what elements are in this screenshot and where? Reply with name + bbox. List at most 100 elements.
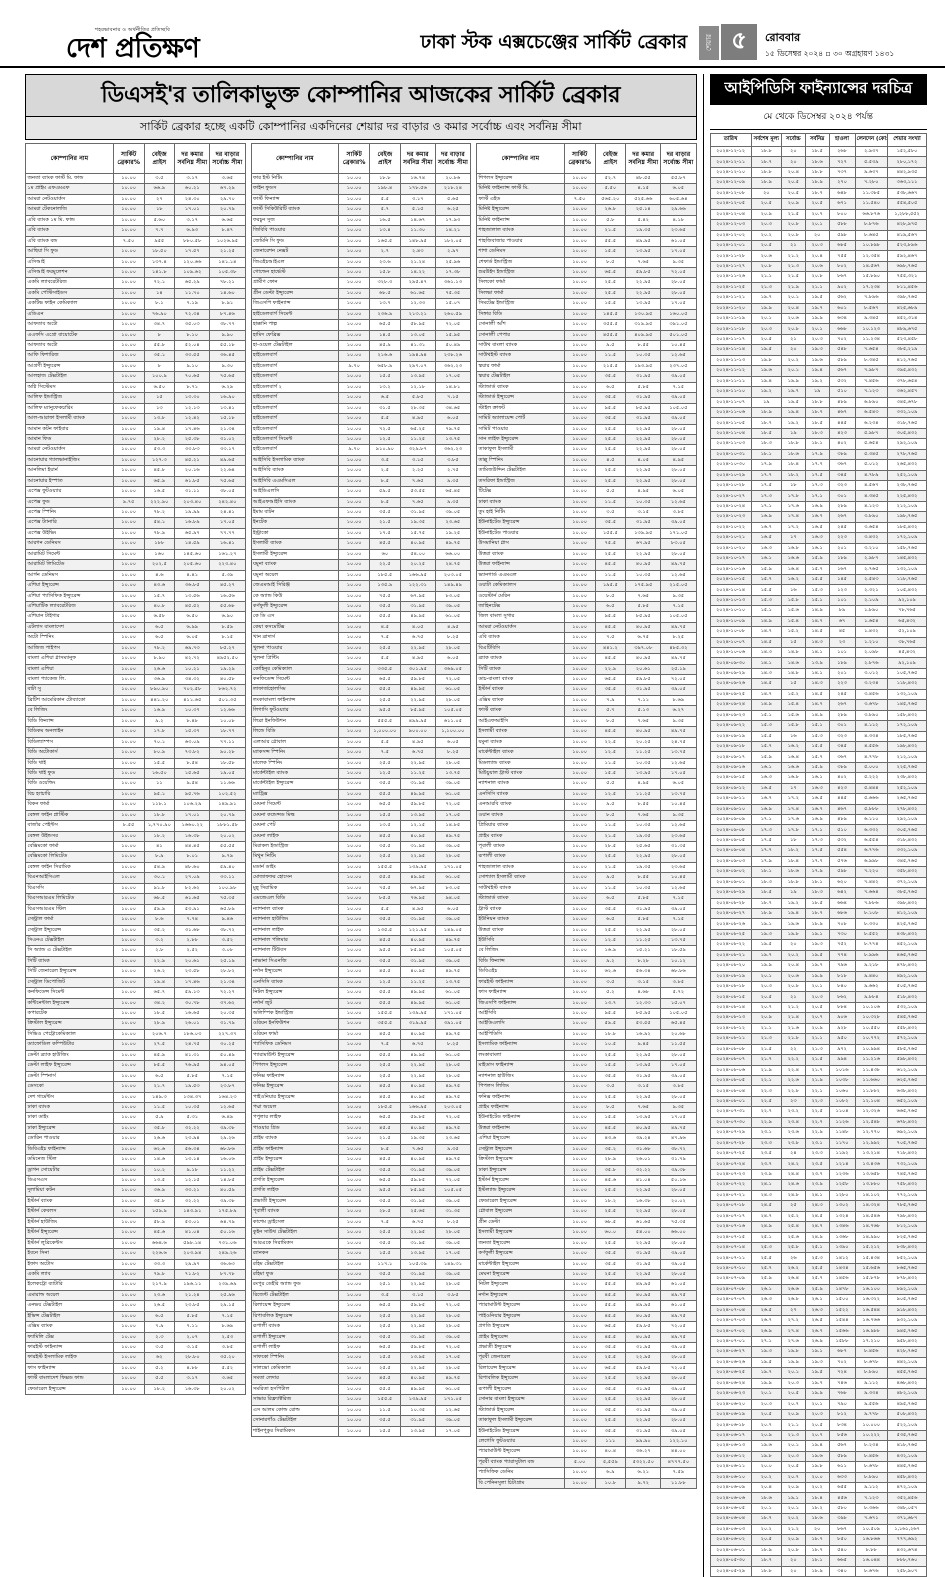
cell-value: ২১ (780, 991, 806, 1003)
cell-value: ৫,৫৫৯ (594, 1456, 627, 1469)
cell-name: প্রাইম ব্যাংক (476, 830, 565, 843)
cell-value: ১৭.১ (750, 813, 782, 826)
cell-name: পূরবী ব্যাংক প্যারাসুটাল বন্ড (476, 1456, 565, 1469)
cell-value: ১০.০০ (563, 413, 596, 425)
table-row: জেমিনি সি ফুড ১০.০০ ১৬৫.৫ ১৪৮.৯৫ ১৮২.০৫ (250, 235, 472, 248)
cell-name: সিমটেক্স ইন্ডাস্ট্রিজ (476, 298, 565, 310)
page-number-badge: ৫ (721, 24, 757, 60)
table-row: ২০২৪-০৫-২৯ ১৮.৮ ২০ ১৮.৯ ৩৪০ ৮.৬৭৬ ২৫৮,৯০৭ (709, 1565, 928, 1577)
cell-value: ১৫.৯ (804, 761, 830, 774)
cell-value: ৫.৫ (594, 778, 627, 790)
cell-value: ১৫.৫ (594, 246, 627, 258)
cell-value: ১১.৫ (594, 882, 627, 895)
table-row: আছিয়া সি ফুড ১০.০০ ১৮.৫০ ১৭.৫৭ ২১.২৫ (25, 246, 246, 258)
cell-value: ৪৫.৬ (594, 1174, 627, 1187)
table-row: ২০২৪-১২-০১ ২০.৫ ২১ ২০.৩ ৬৮৫ ১০.৮৯৮ ৫২৩,৮৯৬ (709, 239, 928, 252)
table-row: আজিজ পাইপস ১০.০০ ৭৮.২ ৬৯.৭৩ ৮৫.২৭ (25, 642, 246, 655)
table-row: ২০২৪-০৬-০৩ ২০.২ ২১.২ ২০ ৮৬৭ ১০.৫০৯ ১,১৬১,২৬৭ (709, 1523, 928, 1536)
cell-value: ৪৯.৯৫ (399, 872, 436, 884)
cell-value: ৪০.৫৯ (209, 1185, 246, 1197)
cell-value: ১৮.৪ (780, 855, 806, 868)
cell-value: ১০.০০ (338, 1300, 371, 1312)
cell-value: ২.৩২১ (854, 584, 888, 596)
cell-value: ৯.৩৪৫ (854, 312, 888, 325)
cell-value: ৪৫.৫ (594, 621, 627, 634)
cell-value: ৩২.২২ (174, 1195, 211, 1208)
cell-name: ইস্টল্যান্ড ইন্স্যুরেন্স (476, 1185, 565, 1197)
table-row: ফনিক্স ফাইন্যান্স ১০.০০ ২৫.৫ ২২.৯৫ ২৮.০৫ (250, 1070, 472, 1083)
cell-name: মিনিষ্ট ফাইন্যান্স (476, 214, 565, 227)
cell-value: ২.৯৩৭ (854, 145, 888, 158)
cell-value: ২০.৩ (780, 1450, 806, 1463)
cell-value: ১০.০০ (563, 1268, 596, 1281)
table-row: যমুনা ব্যাংক ১০.০০ ২২.৫ ২০.২৫ ২৪.৭৫ (250, 559, 472, 571)
cell-value: ১৭২,১০৯ (886, 720, 928, 732)
cell-value: ৮০০ (828, 208, 856, 221)
cell-value: ২০.৫ (750, 239, 782, 252)
cell-value: ২১.৩ (750, 281, 782, 294)
cell-value: ১১১ (594, 1435, 627, 1448)
cell-value: ৪.১২৩ (854, 500, 888, 513)
cell-value: ২৫.৫ (369, 757, 401, 769)
table-row: এবি ব্যাংক বন্ড ৭.৫০ ৯৫৫ ৮৮০.৫৮ ১০২৬.৯৫ (25, 235, 246, 248)
cell-value: ১৮.৯ (750, 1544, 782, 1557)
cell-value: ৮.২৫ (660, 632, 697, 644)
table-row: ২০২৪-০৭-০৯ ২৫.৯ ২৬.৪ ২৫.৭ ১৪৫৬ ১৫.৮৭৮ ৮৭৮,৪৩২ (709, 1273, 928, 1285)
cell-value: ১৪৯.৩১ (434, 1258, 472, 1270)
cell-value: ৯৫.৫ (594, 402, 627, 415)
cell-value: ৫৯৮ (828, 866, 856, 878)
cell-value: ৯.১০ (174, 360, 211, 373)
cell-value: ৭০৫,৭৬৫ (886, 1137, 928, 1150)
cell-value: ৪১.০৪ (174, 1227, 211, 1239)
cell-value: ১০.০০ (563, 225, 596, 237)
cell-value: ১০.০০ (112, 1164, 145, 1177)
cell-value: ১০.০০ (338, 1174, 371, 1187)
ipdc-price-table: তারিখ সর্বশেষ মূল্য সর্বোচ্চ সর্বনিম্ন হ… (709, 133, 928, 1577)
table-row: রূপালী ব্যাংক ১০.০০ ২৫.৫ ২২.৯৫ ২৮.০৫ (476, 851, 697, 863)
cell-name: মুন্নু সিরামিক (250, 882, 340, 895)
cell-value: ১০.০০ (563, 527, 596, 540)
cell-value: ৪.৩৪৫ (854, 490, 888, 502)
table-row: ২০২৪-০৬-০১ ১৮.৯ ২০.৮ ১৮.৭ ৫৪০ ৮.৮৮ ৪৩২,৬৭৪ (709, 1544, 928, 1557)
cell-value: ২০.৭৯ (209, 809, 246, 822)
cell-value: ২০ (780, 344, 806, 356)
table-row: ২০২৪-০৯-২৬ ১৪.৫ ১৫ ১৪.৩ ২২৩ ৩.২৩৪ ১১৮,৪৩২ (709, 678, 928, 690)
cell-value: ২১.১ (804, 281, 830, 294)
cell-name: ২০২৪-১১-২৮ (709, 250, 752, 262)
cell-value: ১৮.৩ (750, 438, 782, 450)
section-label-vertical: শেয়ার (699, 26, 719, 60)
cell-value: ১৭.৭ (750, 845, 782, 857)
cell-value: ২২.৩ (750, 1085, 782, 1097)
cell-value: ১০.০০ (563, 632, 596, 644)
newspaper-logo[interactable]: শহরভাবনার ও অর্থনীতির প্রতিচ্ছবি দেশ প্র… (25, 27, 240, 62)
cell-name: একমি ল্যাব (25, 1268, 114, 1281)
cell-value: ১৭.৬ (780, 500, 806, 513)
cell-value: ৭.৫ (594, 632, 627, 644)
cell-value: ২৮.৮০ (174, 1352, 211, 1364)
cell-value: ১৫.৫ (369, 1425, 401, 1437)
cell-value: ১৪৩৪ (828, 1262, 856, 1275)
cell-value: ৩১.১১ (174, 486, 211, 498)
table-row: ২০২৪-১০-৩০ ১৭.৯ ১৮.৪ ১৭.৭ ৩৬৭ ৫.০১২ ২৬৫,৪৩২ (709, 459, 928, 471)
cell-value: ১৪.৬৭ (399, 214, 436, 227)
cell-value: ৭.৬৫ (399, 496, 436, 509)
cell-value: ২০ (780, 145, 806, 158)
cell-value: ২৭ (143, 193, 176, 206)
cell-value: ১৫৪৪ (828, 1314, 856, 1327)
table-row: কে ডি এস ১০.০০ ৫৫.৫ ৪৯.৯৫ ৬১.০৫ (250, 611, 472, 623)
cell-value: ২০.৮ (780, 1544, 806, 1557)
cell-value: ২৩.১ (804, 1137, 830, 1150)
cell-value: ৬৫.৯৭ (174, 527, 211, 540)
cell-value: ৭৭.১১ (209, 736, 246, 749)
cell-value: ১৯.৯ (804, 970, 830, 983)
cell-value: ৫৯.৮৫ (399, 1341, 436, 1354)
cell-value: ১০.০০ (563, 496, 596, 509)
cell-value: ১০.০০ (338, 1352, 371, 1364)
cell-value: ৪১.৩১ (399, 339, 436, 352)
cell-value: ১০.৯৯৪ (854, 1043, 888, 1056)
cell-value: ৮.৬ (143, 914, 176, 926)
cell-name: জিএইচআইএল (250, 256, 340, 268)
cell-value: ৩৭৮,৬৫৪ (886, 375, 928, 388)
cell-value: ৭.৫ (369, 1039, 401, 1051)
cell-value: ১৭.০১ (174, 204, 211, 216)
